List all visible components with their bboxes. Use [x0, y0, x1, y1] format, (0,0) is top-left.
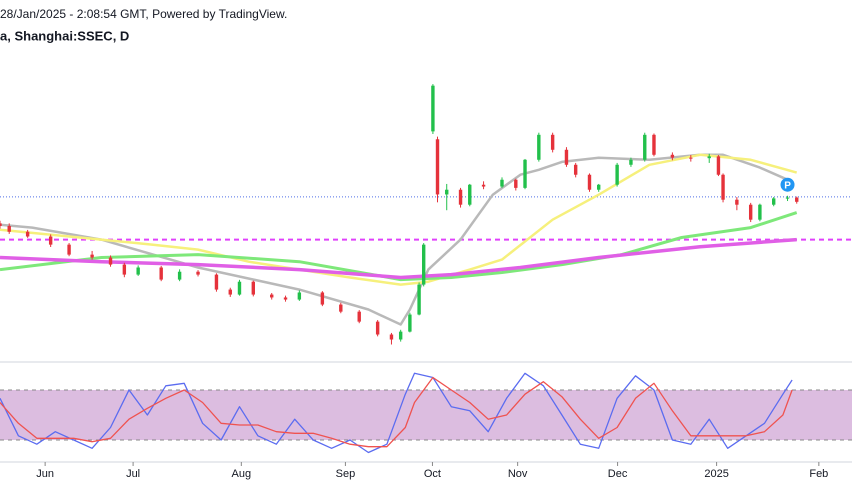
candle-body [597, 184, 601, 190]
candle-body [389, 334, 394, 340]
candle-body [481, 184, 486, 187]
x-tick-label: Nov [508, 468, 528, 480]
candle-body [716, 156, 721, 175]
candle-body [537, 134, 541, 160]
candle-body [108, 257, 113, 265]
candle-body [270, 294, 274, 298]
moving-average [0, 237, 797, 280]
candle-body [468, 184, 472, 205]
candle-body [500, 179, 504, 187]
candle-body [417, 284, 421, 315]
plot: P Jun Jul Aug Sep Oct Nov Dec 2025 Feb [0, 84, 852, 480]
candle-body [458, 189, 463, 205]
candle-body [707, 156, 711, 159]
candle-body [398, 331, 403, 340]
candle-body [283, 297, 288, 300]
candle-body [136, 267, 140, 275]
candle-body [748, 204, 753, 220]
candle-body [25, 231, 30, 237]
candle-body [445, 189, 449, 195]
candle-body [0, 223, 2, 226]
candle-body [735, 199, 739, 205]
candle-body [90, 254, 94, 258]
stoch-band [0, 390, 852, 440]
candle-body [431, 85, 435, 132]
candle-body [795, 197, 799, 202]
candle-body [670, 154, 675, 158]
candle-body [7, 225, 11, 232]
candle-body [251, 281, 255, 295]
candle-body [48, 236, 53, 245]
candle-body [615, 164, 619, 185]
stoch-line [0, 376, 793, 448]
candle-body [196, 271, 200, 275]
candle-body [550, 134, 555, 150]
x-tick-label: Jun [36, 468, 54, 480]
candle-body [228, 289, 232, 295]
candle-body [159, 267, 163, 280]
candle-body [421, 244, 426, 285]
candle-body [297, 292, 302, 300]
x-tick-label: Dec [608, 468, 628, 480]
candle-body [435, 139, 440, 195]
candle-body [320, 292, 325, 305]
x-tick-label: Aug [232, 468, 252, 480]
stoch-line [0, 372, 793, 454]
candle-body [237, 281, 242, 295]
moving-average [0, 211, 798, 282]
event-marker [780, 177, 795, 192]
x-tick-label: Sep [336, 468, 356, 480]
candle-body [772, 198, 776, 205]
candle-body [214, 274, 219, 290]
candle-body [523, 159, 527, 188]
candle-body [689, 157, 693, 159]
symbol-title: a, Shanghai:SSEC, D [0, 28, 129, 43]
x-tick-label: Oct [424, 468, 441, 480]
moving-average [0, 153, 798, 286]
x-tick-label: Feb [809, 468, 828, 480]
x-tick-label: 2025 [704, 468, 728, 480]
candle-body [177, 271, 182, 280]
candle-body [643, 134, 647, 160]
candle-body [573, 164, 578, 175]
candle-body [721, 174, 725, 200]
candle-body [408, 314, 412, 332]
candle-body [587, 174, 592, 190]
candle-body [652, 134, 656, 155]
candle-body [564, 149, 569, 165]
candle-body [339, 304, 343, 312]
candle-body [67, 244, 71, 255]
header-info: 28/Jan/2025 - 2:08:54 GMT, Powered by Tr… [0, 7, 287, 21]
candle-body [357, 311, 361, 322]
x-tick-label: Jul [126, 468, 140, 480]
candle-body [122, 264, 127, 275]
candle-body [514, 179, 518, 188]
candle-body [758, 204, 762, 220]
candle-body [785, 197, 790, 199]
event-marker-label: P [784, 180, 791, 191]
candle-body [375, 321, 380, 335]
candle-body [629, 159, 633, 165]
